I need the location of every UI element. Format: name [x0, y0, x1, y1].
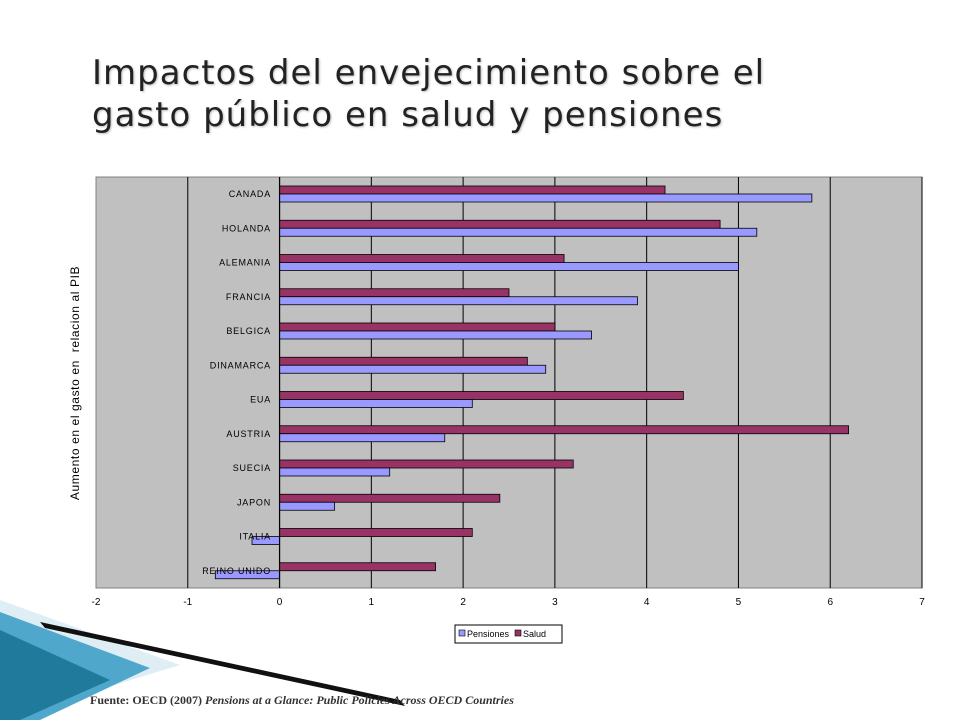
- x-tick-label: 3: [552, 597, 558, 608]
- category-label: AUSTRIA: [226, 429, 271, 439]
- category-label: DINAMARCA: [210, 360, 271, 370]
- category-label: HOLANDA: [222, 223, 271, 233]
- x-tick-label: 6: [827, 597, 833, 608]
- category-label: FRANCIA: [226, 292, 271, 302]
- category-label: ITALIA: [239, 532, 271, 542]
- swoosh-dark-shape: [0, 630, 110, 720]
- x-tick-label: 5: [736, 597, 742, 608]
- y-axis-title: Aumento en el gasto en relacion al PIB: [68, 266, 82, 500]
- category-label: SUECIA: [233, 463, 271, 473]
- x-tick-label: 1: [369, 597, 375, 608]
- category-label: BELGICA: [226, 326, 271, 336]
- category-label: ALEMANIA: [219, 258, 271, 268]
- legend-box: [454, 624, 563, 644]
- legend-label-salud: Salud: [523, 629, 546, 639]
- legend-swatch-salud: [514, 629, 522, 637]
- slide-title-line-2: gasto público en salud y pensiones: [92, 95, 724, 135]
- source-note: Fuente: OECD (2007) Pensions at a Glance…: [90, 693, 514, 708]
- swoosh-black-line: [40, 622, 405, 706]
- category-label: JAPON: [237, 497, 271, 507]
- category-label: REINO UNIDO: [202, 566, 271, 576]
- source-prefix: Fuente: OECD (2007): [90, 693, 202, 707]
- legend-swatch-pensiones: [458, 629, 466, 637]
- category-label: EUA: [250, 395, 271, 405]
- x-tick-label: 2: [460, 597, 466, 608]
- category-label: CANADA: [229, 189, 271, 199]
- x-tick-label: 7: [919, 597, 925, 608]
- legend-label-pensiones: Pensiones: [467, 629, 510, 639]
- x-tick-label: 0: [277, 597, 283, 608]
- source-title: Pensions at a Glance: Public Policies Ac…: [204, 693, 514, 707]
- plot-area: [95, 176, 923, 589]
- x-tick-label: -1: [183, 597, 192, 608]
- slide-title-line-1: Impactos del envejecimiento sobre el: [92, 53, 766, 93]
- slide-title: Impactos del envejecimiento sobre el gas…: [92, 52, 912, 136]
- x-tick-label: -2: [92, 597, 101, 608]
- x-tick-label: 4: [644, 597, 650, 608]
